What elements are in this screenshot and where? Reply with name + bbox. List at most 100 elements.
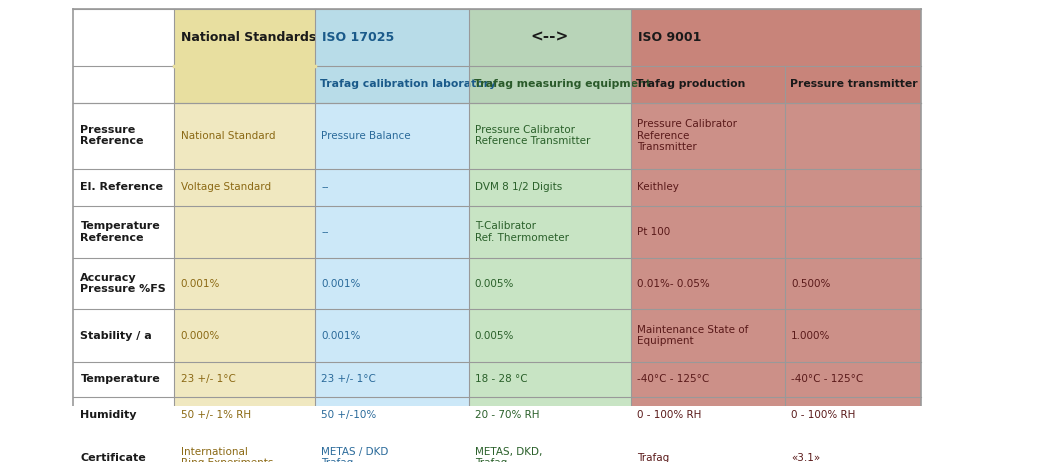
Bar [174, 206, 315, 258]
Text: 23 +/- 1°C: 23 +/- 1°C [180, 374, 236, 384]
Text: 0 - 100% RH: 0 - 100% RH [638, 409, 701, 419]
Bar [631, 9, 921, 66]
Text: Stability / a: Stability / a [81, 330, 152, 340]
Bar [631, 309, 785, 362]
Bar [315, 362, 469, 397]
Bar [785, 169, 921, 206]
Bar [174, 9, 315, 66]
Text: Accuracy
Pressure %FS: Accuracy Pressure %FS [81, 273, 167, 294]
Bar [785, 66, 921, 103]
Bar [73, 169, 174, 206]
Bar [469, 258, 631, 309]
Text: Trafag calibration laboratory: Trafag calibration laboratory [320, 79, 497, 89]
Bar [631, 206, 785, 258]
Bar [73, 103, 174, 169]
Text: National Standard: National Standard [180, 131, 275, 141]
Text: 0.001%: 0.001% [180, 279, 220, 289]
Text: Maintenance State of
Equipment: Maintenance State of Equipment [638, 325, 749, 346]
Text: 18 - 28 °C: 18 - 28 °C [474, 374, 527, 384]
Text: 23 +/- 1°C: 23 +/- 1°C [321, 374, 376, 384]
Text: -40°C - 125°C: -40°C - 125°C [790, 374, 864, 384]
Text: --: -- [321, 227, 329, 237]
Text: 0.001%: 0.001% [321, 330, 361, 340]
Bar [631, 66, 785, 103]
Text: METAS, DKD,
Trafag: METAS, DKD, Trafag [474, 447, 542, 462]
Text: Pressure Balance: Pressure Balance [321, 131, 411, 141]
Bar [73, 397, 174, 432]
Bar [785, 397, 921, 432]
Text: Trafag production: Trafag production [637, 79, 746, 89]
Text: --: -- [321, 182, 329, 192]
Bar [73, 432, 174, 462]
Text: 0.000%: 0.000% [180, 330, 220, 340]
Text: -40°C - 125°C: -40°C - 125°C [638, 374, 710, 384]
Text: ISO 17025: ISO 17025 [321, 31, 394, 44]
Text: 0.500%: 0.500% [790, 279, 831, 289]
Text: El. Reference: El. Reference [81, 182, 163, 192]
Bar [174, 258, 315, 309]
Bar [469, 362, 631, 397]
Text: DVM 8 1/2 Digits: DVM 8 1/2 Digits [474, 182, 562, 192]
Bar [469, 9, 631, 66]
Bar [315, 103, 469, 169]
Text: Humidity: Humidity [81, 409, 137, 419]
Text: Pressure Calibrator
Reference Transmitter: Pressure Calibrator Reference Transmitte… [474, 125, 590, 146]
Bar [315, 309, 469, 362]
Text: T-Calibrator
Ref. Thermometer: T-Calibrator Ref. Thermometer [474, 221, 569, 243]
Bar [785, 432, 921, 462]
Bar [631, 258, 785, 309]
Bar [174, 309, 315, 362]
Bar [73, 206, 174, 258]
Bar [469, 66, 631, 103]
Text: National Standards: National Standards [181, 31, 316, 44]
Text: 0 - 100% RH: 0 - 100% RH [790, 409, 855, 419]
Bar [315, 9, 469, 66]
Text: 0.005%: 0.005% [474, 330, 515, 340]
Bar [469, 103, 631, 169]
Text: Temperature
Reference: Temperature Reference [81, 221, 160, 243]
Text: Pressure
Reference: Pressure Reference [81, 125, 144, 146]
Bar [469, 432, 631, 462]
Text: «3.1»: «3.1» [790, 453, 820, 462]
Bar [631, 397, 785, 432]
Bar [469, 309, 631, 362]
Text: Trafag measuring equipment: Trafag measuring equipment [474, 79, 650, 89]
Bar [315, 169, 469, 206]
Text: Trafag: Trafag [638, 453, 669, 462]
Bar [174, 103, 315, 169]
Bar [785, 206, 921, 258]
Bar [315, 258, 469, 309]
Text: Voltage Standard: Voltage Standard [180, 182, 271, 192]
Text: Pt 100: Pt 100 [638, 227, 671, 237]
Bar [469, 169, 631, 206]
Text: 50 +/-10%: 50 +/-10% [321, 409, 377, 419]
Bar [631, 362, 785, 397]
Text: 50 +/- 1% RH: 50 +/- 1% RH [180, 409, 250, 419]
Text: <-->: <--> [530, 30, 569, 45]
Text: 1.000%: 1.000% [790, 330, 831, 340]
Text: Temperature: Temperature [81, 374, 160, 384]
Text: Pressure transmitter: Pressure transmitter [790, 79, 918, 89]
Bar [73, 362, 174, 397]
Text: 0.001%: 0.001% [321, 279, 361, 289]
Bar [785, 309, 921, 362]
Text: METAS / DKD
Trafag: METAS / DKD Trafag [321, 447, 388, 462]
Bar [785, 103, 921, 169]
Bar [315, 66, 469, 103]
Text: Pressure Calibrator
Reference
Transmitter: Pressure Calibrator Reference Transmitte… [638, 119, 737, 152]
Text: International
Ring Experiments: International Ring Experiments [180, 447, 273, 462]
Text: Keithley: Keithley [638, 182, 679, 192]
Bar [469, 206, 631, 258]
Bar [174, 169, 315, 206]
Bar [174, 66, 315, 103]
Text: ISO 9001: ISO 9001 [638, 31, 701, 44]
Text: 0.01%- 0.05%: 0.01%- 0.05% [638, 279, 710, 289]
Bar [73, 258, 174, 309]
Text: 20 - 70% RH: 20 - 70% RH [474, 409, 539, 419]
Bar [174, 397, 315, 432]
Bar [315, 397, 469, 432]
Bar [315, 206, 469, 258]
Bar [631, 103, 785, 169]
Bar [73, 309, 174, 362]
Text: 0.005%: 0.005% [474, 279, 515, 289]
